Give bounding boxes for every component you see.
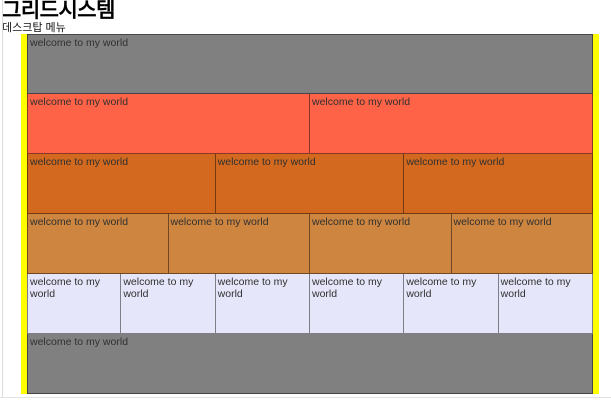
grid-cell: welcome to my world xyxy=(215,274,310,334)
grid-cell: welcome to my world xyxy=(309,274,405,334)
grid-cell: welcome to my world xyxy=(27,154,216,214)
grid-cell: welcome to my world xyxy=(404,154,593,214)
grid-cell: welcome to my world xyxy=(451,214,593,274)
grid-row-6: welcome to my world xyxy=(27,334,593,394)
grid-cell: welcome to my world xyxy=(404,274,499,334)
grid-cell: welcome to my world xyxy=(27,34,593,94)
grid-row-2: welcome to my world welcome to my world xyxy=(27,94,593,154)
grid-row-5: welcome to my world welcome to my world we… xyxy=(27,274,593,334)
grid-cell: welcome to my world xyxy=(121,274,216,334)
grid-cell: welcome to my world xyxy=(168,214,310,274)
grid-cell: welcome to my world xyxy=(310,94,593,154)
grid-cell: welcome to my world xyxy=(27,334,593,394)
grid-cell: welcome to my world xyxy=(27,94,310,154)
grid-cell: welcome to my world xyxy=(310,214,452,274)
grid-cell: welcome to my world xyxy=(27,214,169,274)
grid-container: welcome to my world welcome to my world we… xyxy=(21,34,599,394)
viewport-bottom-edge xyxy=(0,397,611,398)
page-title: 그리드시스템 xyxy=(2,0,115,22)
grid-row-3: welcome to my world welcome to my world we… xyxy=(27,154,593,214)
grid-row-1: welcome to my world xyxy=(27,34,593,94)
grid-cell: welcome to my world xyxy=(27,274,122,334)
grid-cell: welcome to my world xyxy=(215,154,405,214)
viewport-left-edge xyxy=(2,0,3,398)
grid-cell: welcome to my world xyxy=(498,274,593,334)
page-subtitle: 데스크탑 메뉴 xyxy=(2,22,66,34)
grid-row-4: welcome to my world welcome to my world we… xyxy=(27,214,593,274)
